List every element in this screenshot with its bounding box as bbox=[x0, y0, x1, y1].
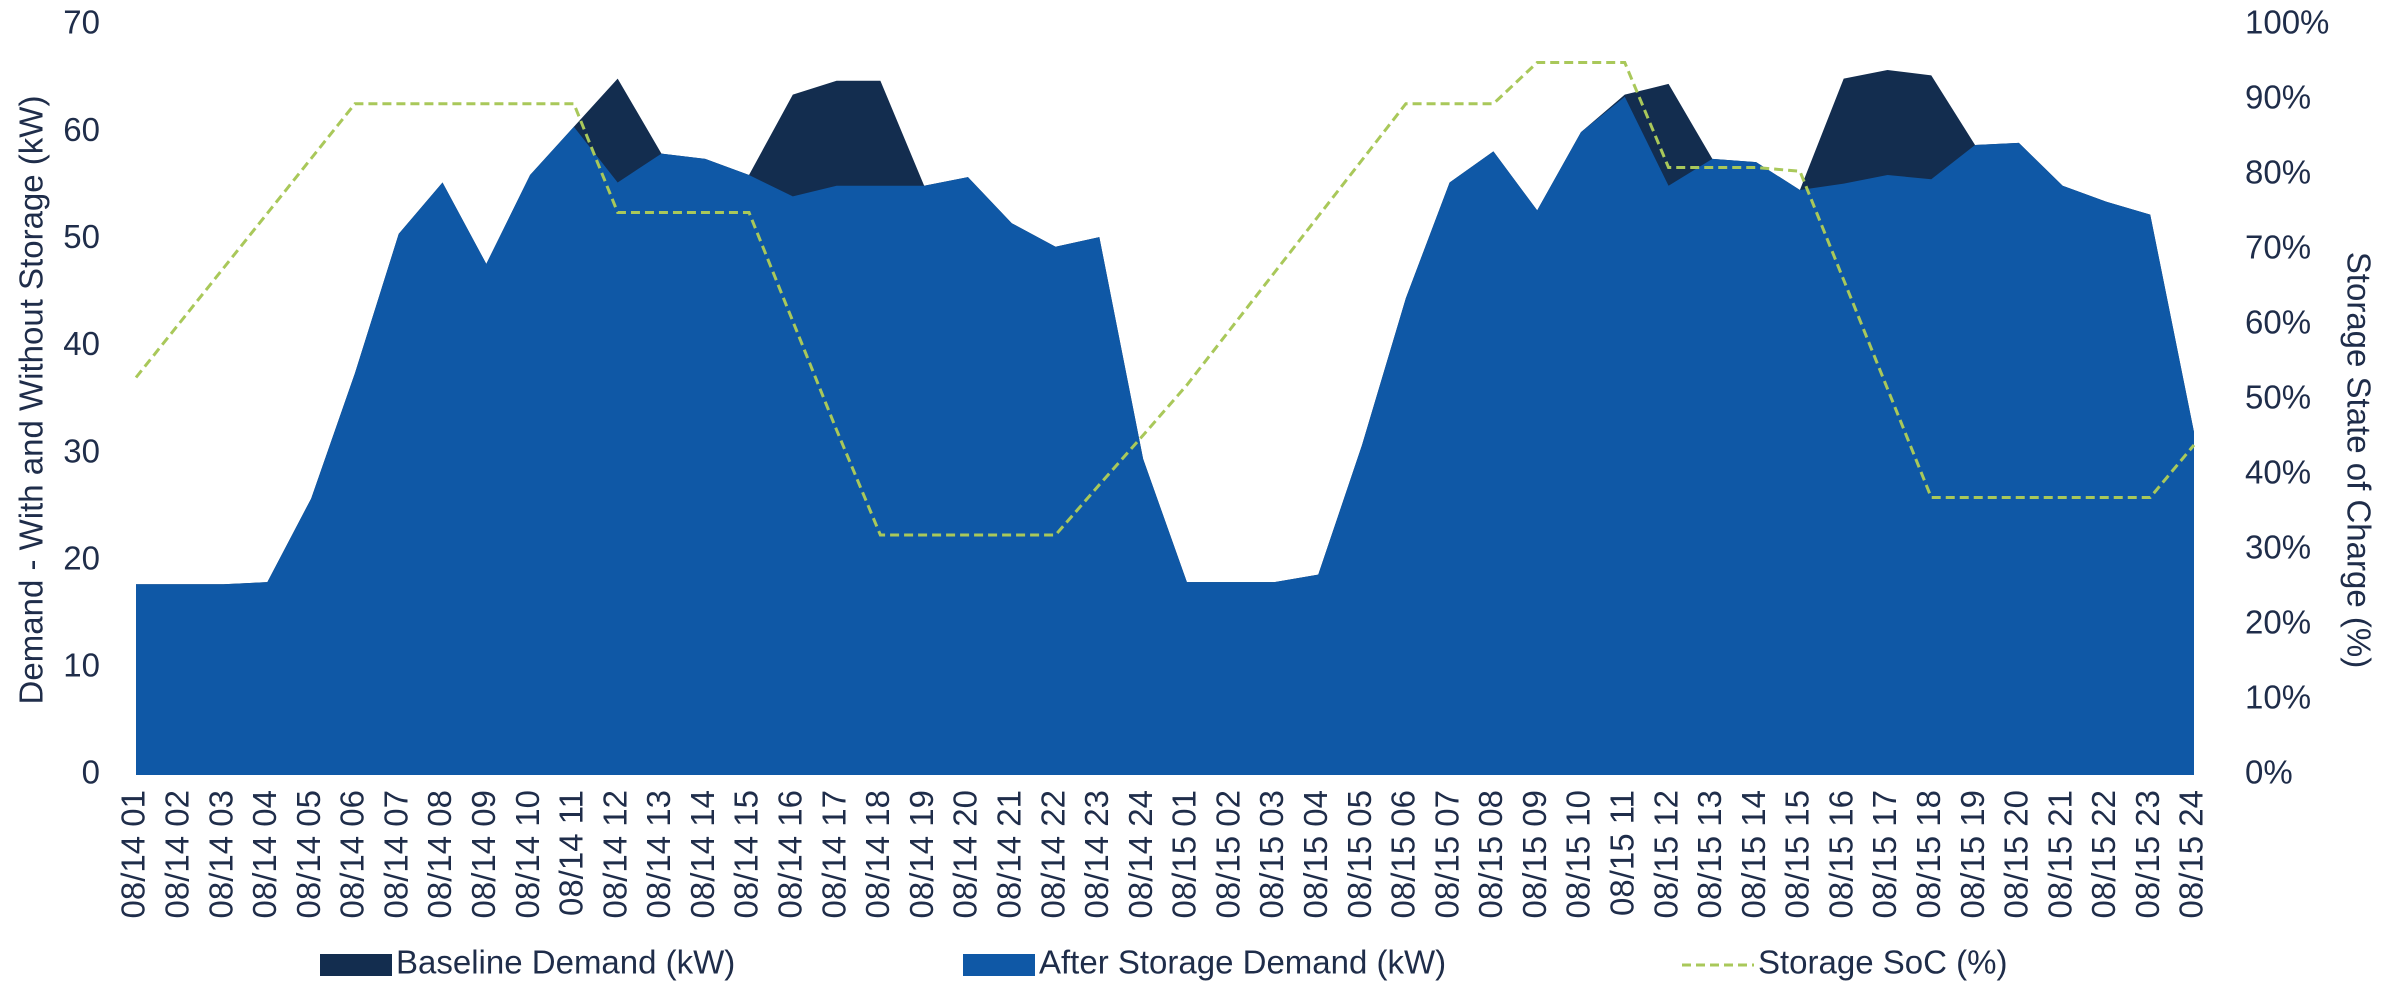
x-tick-label: 08/14 10 bbox=[509, 790, 546, 918]
x-tick-label: 08/15 01 bbox=[1166, 790, 1203, 918]
x-tick-label: 08/14 16 bbox=[772, 790, 809, 918]
x-tick-label: 08/14 09 bbox=[465, 790, 502, 918]
x-tick-label: 08/15 17 bbox=[1866, 790, 1903, 918]
x-tick-label: 08/14 14 bbox=[684, 790, 721, 918]
x-tick-label: 08/15 24 bbox=[2173, 790, 2210, 918]
legend-label: Storage SoC (%) bbox=[1758, 944, 2007, 981]
legend-item: Storage SoC (%) bbox=[1682, 944, 2007, 981]
x-tick-label: 08/14 01 bbox=[115, 790, 152, 918]
x-tick-label: 08/14 24 bbox=[1122, 790, 1159, 918]
y2-tick-label: 20% bbox=[2245, 604, 2311, 641]
x-tick-label: 08/15 13 bbox=[1691, 790, 1728, 918]
x-tick-label: 08/14 04 bbox=[246, 790, 283, 918]
x-tick-label: 08/14 15 bbox=[728, 790, 765, 918]
y2-tick-label: 90% bbox=[2245, 79, 2311, 116]
x-tick-label: 08/15 14 bbox=[1735, 790, 1772, 918]
y2-tick-label: 10% bbox=[2245, 679, 2311, 716]
x-tick-label: 08/15 03 bbox=[1253, 790, 1290, 918]
x-tick-label: 08/14 03 bbox=[202, 790, 239, 918]
x-tick-label: 08/15 18 bbox=[1910, 790, 1947, 918]
legend-swatch bbox=[320, 954, 392, 976]
x-tick-label: 08/15 09 bbox=[1516, 790, 1553, 918]
x-tick-label: 08/14 05 bbox=[290, 790, 327, 918]
y-tick-label: 0 bbox=[82, 754, 100, 791]
legend-label: After Storage Demand (kW) bbox=[1039, 944, 1446, 981]
x-tick-label: 08/15 19 bbox=[1954, 790, 1991, 918]
x-tick-label: 08/14 12 bbox=[596, 790, 633, 918]
x-tick-label: 08/14 21 bbox=[990, 790, 1027, 918]
x-tick-label: 08/14 06 bbox=[334, 790, 371, 918]
y2-tick-label: 80% bbox=[2245, 154, 2311, 191]
x-tick-label: 08/15 02 bbox=[1209, 790, 1246, 918]
area bbox=[136, 96, 2194, 776]
x-tick-label: 08/14 17 bbox=[815, 790, 852, 918]
y-axis-title: Demand - With and Without Storage (kW) bbox=[13, 96, 50, 705]
y2-tick-label: 40% bbox=[2245, 454, 2311, 491]
y-tick-label: 60 bbox=[63, 111, 100, 148]
x-tick-label: 08/14 23 bbox=[1078, 790, 1115, 918]
x-tick-label: 08/15 20 bbox=[1998, 790, 2035, 918]
legend-item: After Storage Demand (kW) bbox=[963, 944, 1446, 981]
x-tick-label: 08/15 04 bbox=[1297, 790, 1334, 918]
y-tick-label: 40 bbox=[63, 325, 100, 362]
y2-tick-label: 60% bbox=[2245, 304, 2311, 341]
y-tick-label: 30 bbox=[63, 432, 100, 469]
y2-tick-label: 100% bbox=[2245, 4, 2329, 41]
y2-tick-label: 30% bbox=[2245, 529, 2311, 566]
legend-item: Baseline Demand (kW) bbox=[320, 944, 735, 981]
x-tick-label: 08/14 18 bbox=[859, 790, 896, 918]
x-tick-label: 08/15 06 bbox=[1385, 790, 1422, 918]
y-tick-label: 10 bbox=[63, 647, 100, 684]
y-tick-label: 20 bbox=[63, 539, 100, 576]
x-tick-label: 08/15 08 bbox=[1472, 790, 1509, 918]
x-tick-label: 08/15 05 bbox=[1341, 790, 1378, 918]
line bbox=[134, 61, 2196, 537]
x-tick-label: 08/15 22 bbox=[2085, 790, 2122, 918]
y-tick-label: 70 bbox=[63, 4, 100, 41]
x-tick-label: 08/15 07 bbox=[1428, 790, 1465, 918]
x-tick-label: 08/14 08 bbox=[421, 790, 458, 918]
x-tick-label: 08/14 13 bbox=[640, 790, 677, 918]
y-tick-label: 50 bbox=[63, 218, 100, 255]
x-tick-label: 08/15 15 bbox=[1779, 790, 1816, 918]
y2-axis-title: Storage State of Charge (%) bbox=[2340, 252, 2377, 668]
legend-label: Baseline Demand (kW) bbox=[396, 944, 735, 981]
x-tick-label: 08/15 16 bbox=[1822, 790, 1859, 918]
x-tick-label: 08/14 02 bbox=[159, 790, 196, 918]
x-tick-label: 08/14 22 bbox=[1034, 790, 1071, 918]
x-tick-label: 08/15 11 bbox=[1603, 790, 1640, 916]
y2-tick-label: 0% bbox=[2245, 754, 2293, 791]
x-tick-label: 08/14 07 bbox=[377, 790, 414, 918]
y2-tick-label: 70% bbox=[2245, 229, 2311, 266]
x-tick-label: 08/15 10 bbox=[1560, 790, 1597, 918]
y2-tick-label: 50% bbox=[2245, 379, 2311, 416]
x-tick-label: 08/15 12 bbox=[1647, 790, 1684, 918]
x-tick-label: 08/14 11 bbox=[553, 790, 590, 916]
x-tick-label: 08/15 23 bbox=[2129, 790, 2166, 918]
x-tick-label: 08/14 20 bbox=[947, 790, 984, 918]
x-tick-label: 08/14 19 bbox=[903, 790, 940, 918]
x-tick-label: 08/15 21 bbox=[2041, 790, 2078, 918]
legend-swatch bbox=[963, 954, 1035, 976]
